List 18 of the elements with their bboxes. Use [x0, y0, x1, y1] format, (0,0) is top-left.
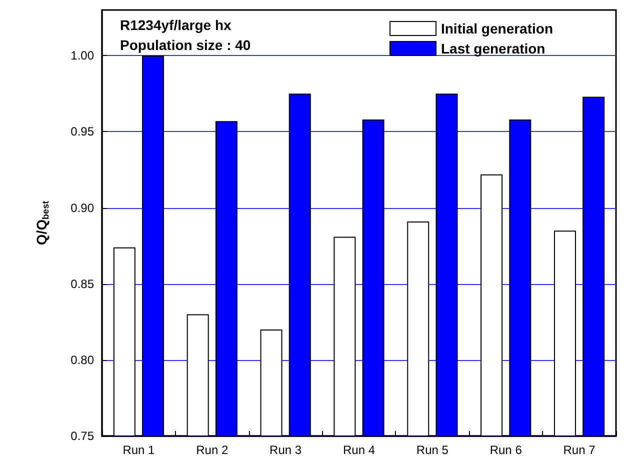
legend-label: Initial generation — [440, 20, 553, 36]
x-tick-label: Run 1 — [122, 443, 156, 457]
legend-label: Last generation — [440, 40, 546, 56]
y-tick-label: 0.85 — [70, 276, 94, 291]
y-tick-label: 0.80 — [70, 352, 94, 367]
x-tick-label: Run 4 — [342, 443, 376, 457]
x-tick-label: Run 3 — [270, 443, 302, 457]
y-tick-label: 0.90 — [70, 200, 94, 215]
x-tick-label: Run 5 — [416, 443, 449, 457]
y-tick-label: 0.95 — [70, 124, 94, 139]
annotation: R1234yf/large hx — [120, 17, 232, 33]
x-tick-label: Run 6 — [490, 443, 522, 457]
y-tick-label: 1.00 — [70, 48, 94, 63]
x-tick-label: Run 7 — [563, 443, 596, 457]
y-axis-title: Q/Qbest — [34, 200, 50, 246]
annotation: Population size : 40 — [120, 37, 251, 53]
y-tick-label: 0.75 — [70, 429, 94, 443]
x-tick-label: Run 2 — [196, 443, 228, 457]
